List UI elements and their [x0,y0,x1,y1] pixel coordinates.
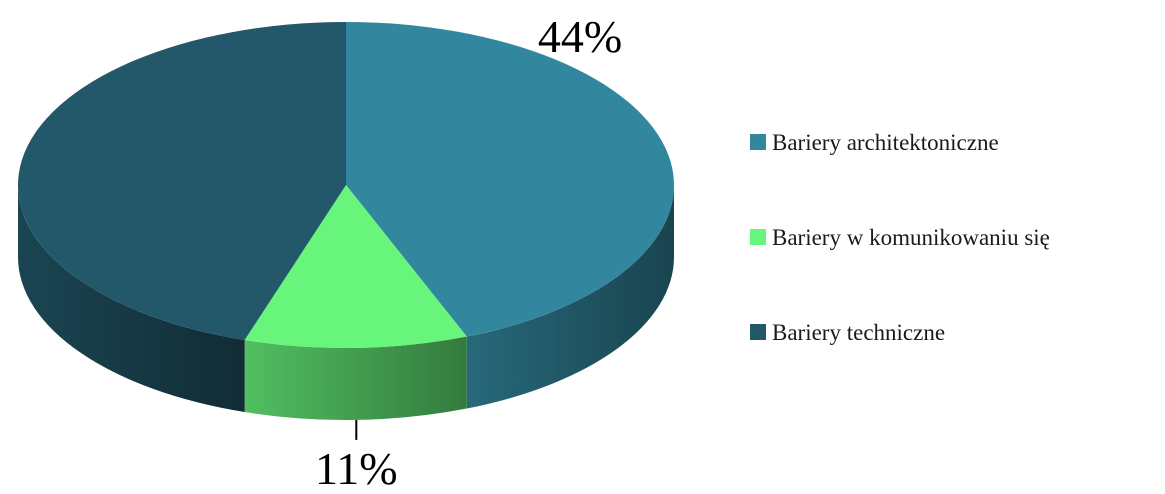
legend-swatch [750,229,766,245]
legend-item-bariery-techniczne: Bariery techniczne [750,320,945,345]
pie-sides [18,185,674,420]
legend-label: Bariery architektoniczne [772,130,999,155]
legend-label: Bariery techniczne [772,320,945,345]
pie-side-bariery-architektoniczne [466,185,674,409]
data-label-bariery-architektoniczne: 44% [538,11,622,62]
pie-side-bariery-w-komunikowaniu-sie [244,336,467,420]
pie-tops [18,22,674,348]
legend-swatch [750,324,766,340]
legend-item-bariery-w-komunikowaniu-sie: Bariery w komunikowaniu się [750,225,1050,250]
pie-slice-bariery-techniczne [18,22,346,341]
legend-swatch [750,134,766,150]
legend-label: Bariery w komunikowaniu się [772,225,1050,250]
legend-item-bariery-architektoniczne: Bariery architektoniczne [750,130,999,155]
legend: Bariery architektoniczne Bariery w komuni… [750,130,1050,345]
data-labels: 44%11%45% [315,11,622,494]
pie-slice-bariery-w-komunikowaniu-sie [244,185,467,348]
pie-side-bariery-techniczne [18,185,245,413]
data-label-bariery-w-komunikowaniu-sie: 11% [315,443,398,494]
pie-slice-bariery-architektoniczne [346,22,674,337]
